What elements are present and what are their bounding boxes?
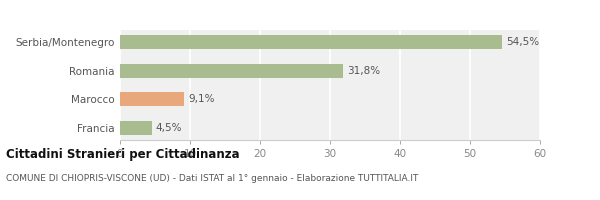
Bar [120,121,151,135]
Bar [120,64,343,78]
Text: 4,5%: 4,5% [156,123,182,133]
Bar [120,35,502,49]
Text: 9,1%: 9,1% [188,94,214,104]
Bar [120,92,184,106]
Text: 54,5%: 54,5% [506,37,539,47]
Text: Cittadini Stranieri per Cittadinanza: Cittadini Stranieri per Cittadinanza [6,148,239,161]
Text: COMUNE DI CHIOPRIS-VISCONE (UD) - Dati ISTAT al 1° gennaio - Elaborazione TUTTIT: COMUNE DI CHIOPRIS-VISCONE (UD) - Dati I… [6,174,418,183]
Text: 31,8%: 31,8% [347,66,380,76]
Legend: Europa, Africa: Europa, Africa [249,0,411,2]
